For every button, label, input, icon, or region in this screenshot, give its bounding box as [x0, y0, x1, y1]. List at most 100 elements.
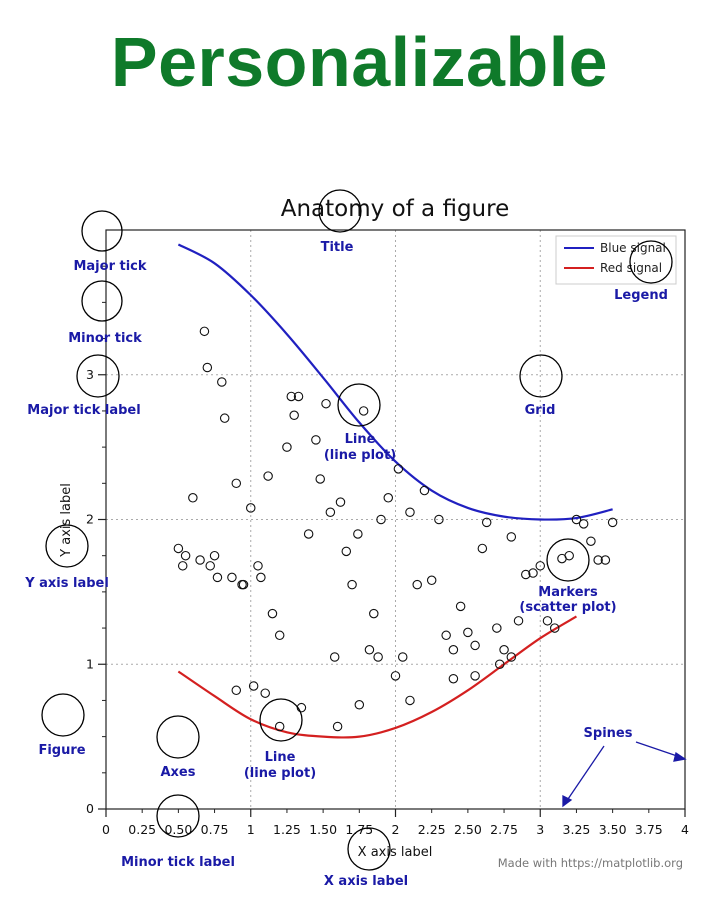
x-minor-tick-label: 2.25 — [418, 822, 446, 837]
annotation-line-bottom: Line — [265, 750, 296, 765]
scatter-marker — [205, 561, 215, 571]
circle-minor-tick — [81, 280, 123, 322]
scatter-marker — [219, 413, 230, 423]
scatter-marker — [267, 608, 278, 619]
annotation-axes: Axes — [160, 765, 195, 780]
scatter-marker — [412, 579, 422, 590]
scatter-marker — [470, 640, 480, 651]
scatter-marker — [405, 695, 415, 706]
annotation-major-tick-label: Major tick label — [27, 403, 140, 418]
scatter-marker — [470, 671, 480, 681]
annotation-y-axis-label: Y axis label — [24, 576, 109, 591]
y-major-tick-label: 0 — [86, 801, 94, 816]
scatter-marker — [231, 478, 242, 489]
scatter-marker — [441, 630, 451, 641]
x-major-tick-label: 2 — [392, 822, 400, 837]
circle-major-tick-label — [76, 354, 120, 398]
red-signal-line — [177, 615, 578, 739]
x-minor-tick-label: 2.50 — [454, 822, 482, 837]
circle-line-bottom — [259, 698, 303, 742]
annotation-major-tick: Major tick — [73, 259, 146, 274]
scatter-marker — [212, 572, 223, 583]
scatter-marker — [296, 702, 307, 713]
scatter-marker — [177, 561, 188, 571]
scatter-marker — [499, 645, 509, 655]
circle-minor-tick-label — [156, 794, 200, 838]
legend: Blue signal Red signal — [555, 235, 677, 285]
scatter-marker — [260, 688, 270, 698]
circle-major-tick — [81, 210, 123, 252]
scatter-marker — [354, 700, 365, 710]
scatter-marker — [600, 555, 611, 565]
axis-ticks: 0 1 2 3 4 0 1 2 3 — [86, 367, 689, 837]
scatter-marker — [393, 464, 404, 474]
scatter-marker — [448, 645, 459, 655]
annotation-grid: Grid — [525, 403, 556, 418]
x-major-tick-label: 3 — [536, 822, 544, 837]
minor-ticks: 0.25 0.50 0.75 1.25 1.50 1.75 2.25 2.50 2.75 3.25… — [102, 265, 663, 837]
scatter-marker — [353, 529, 363, 539]
scatter-marker — [315, 474, 325, 484]
x-minor-tick-label: 0.50 — [164, 822, 192, 837]
scatter-marker — [274, 721, 285, 732]
scatter-marker — [542, 616, 553, 626]
scatter-marker — [578, 519, 589, 529]
scatter-marker — [256, 572, 266, 583]
annotation-markers-sub: (scatter plot) — [519, 600, 616, 615]
circle-grid — [519, 354, 563, 398]
y-major-tick-label: 3 — [86, 367, 94, 382]
scatter-marker — [329, 652, 340, 662]
circle-x-axis-label — [347, 827, 391, 871]
x-minor-tick-label: 0.25 — [128, 822, 156, 837]
scatter-marker — [311, 435, 321, 445]
scatter-marker — [397, 652, 408, 662]
scatter-marker — [564, 550, 574, 561]
annotation-title: Title — [321, 240, 354, 255]
circle-y-axis-label — [45, 524, 89, 568]
scatter-marker — [376, 514, 386, 525]
scatter-marker — [506, 532, 517, 542]
x-minor-tick-label: 2.75 — [490, 822, 518, 837]
x-major-tick-label: 0 — [102, 822, 110, 837]
scatter-marker — [231, 685, 242, 696]
circle-markers — [546, 538, 590, 582]
scatter-marker — [199, 326, 210, 337]
annotation-spines: Spines — [584, 726, 633, 741]
chart-title: Anatomy of a figure — [281, 196, 509, 222]
scatter-marker — [289, 410, 299, 421]
scatter-marker — [571, 514, 582, 525]
scatter-marker — [373, 652, 383, 662]
scatter-marker — [286, 391, 297, 402]
scatter-marker — [293, 391, 304, 402]
y-axis-label: Y axis label — [59, 483, 74, 558]
annotation-minor-tick-label: Minor tick label — [121, 855, 235, 870]
scatter-marker — [455, 601, 466, 612]
blue-signal-line — [177, 243, 613, 521]
circle-line-top — [337, 383, 381, 427]
circle-legend — [629, 240, 673, 284]
scatter-marker — [506, 652, 517, 662]
scatter-marker — [390, 671, 401, 681]
x-minor-tick-label: 3.75 — [635, 822, 663, 837]
scatter-marker — [419, 485, 430, 496]
scatter-marker — [513, 616, 524, 626]
scatter-marker — [303, 529, 314, 539]
y-major-tick-label: 2 — [86, 512, 94, 527]
annotation-figure: Figure — [38, 743, 85, 758]
scatter-marker — [521, 569, 531, 580]
x-minor-tick-label: 0.75 — [201, 822, 229, 837]
scatter-marker — [263, 471, 273, 481]
x-minor-tick-label: 1.50 — [309, 822, 337, 837]
x-major-tick-label: 4 — [681, 822, 689, 837]
scatter-marker — [528, 568, 538, 578]
circle-figure — [41, 693, 85, 737]
circle-title — [318, 189, 362, 233]
scatter-marker — [549, 623, 560, 633]
x-minor-tick-label: 1.75 — [345, 822, 373, 837]
annotation-markers: Markers — [538, 585, 598, 600]
scatter-marker — [593, 555, 603, 565]
scatter-marker — [237, 579, 247, 590]
x-minor-tick-label: 1.25 — [273, 822, 301, 837]
scatter-marker — [341, 546, 352, 557]
